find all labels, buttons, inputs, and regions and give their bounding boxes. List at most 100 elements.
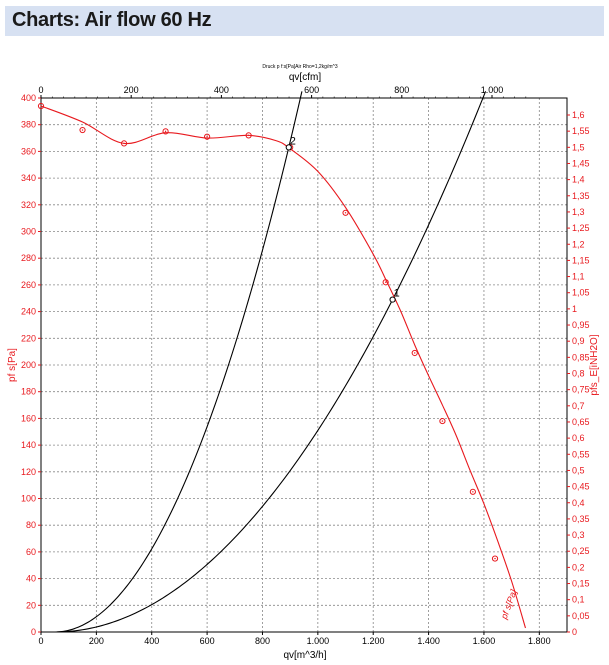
left-tick-label: 180 (21, 387, 36, 397)
left-tick-label: 80 (26, 520, 36, 530)
fan-curve-marker (469, 488, 476, 495)
axes: 0204060801001201401601802002202402602803… (21, 85, 590, 646)
right-tick-label: 0,75 (572, 385, 590, 395)
right-tick-label: 0 (572, 627, 577, 637)
left-axis-label: pf s[Pa] (7, 348, 18, 382)
right-tick-label: 0,3 (572, 530, 585, 540)
right-tick-label: 1,55 (572, 126, 590, 136)
fan-curve-marker (382, 279, 389, 286)
right-tick-label: 0,55 (572, 449, 590, 459)
right-tick-label: 1,5 (572, 142, 585, 152)
left-tick-label: 300 (21, 227, 36, 237)
left-tick-label: 340 (21, 173, 36, 183)
fan-curve-marker-dot (40, 105, 42, 107)
bottom-tick-label: 800 (255, 636, 270, 646)
left-tick-label: 0 (31, 627, 36, 637)
fan-curve-marker (491, 555, 499, 562)
right-tick-label: 0,1 (572, 595, 585, 605)
top-tick-label: 600 (304, 85, 319, 95)
fan-curve-marker (439, 417, 446, 425)
top-tick-label: 0 (38, 85, 43, 95)
right-tick-label: 0,65 (572, 417, 590, 427)
right-tick-label: 0,35 (572, 514, 590, 524)
right-tick-label: 1,25 (572, 223, 590, 233)
operating-point-1 (389, 296, 396, 303)
fan-curve-marker-dot (494, 557, 496, 560)
fan-curve-line (40, 105, 527, 629)
fan-curve-marker-dot (247, 134, 250, 137)
operating-point-label-2: 2 (290, 135, 296, 147)
left-tick-label: 120 (21, 467, 36, 477)
right-tick-label: 0,4 (572, 498, 585, 508)
bottom-tick-label: 1.600 (473, 636, 496, 646)
chart-header-bar: Charts: Air flow 60 Hz (5, 6, 604, 36)
right-tick-label: 1,6 (572, 110, 585, 120)
left-tick-label: 360 (21, 146, 36, 156)
right-axis-label: pfs_E[iNH2O] (589, 334, 600, 395)
right-tick-label: 1,05 (572, 288, 590, 298)
left-tick-label: 160 (21, 413, 36, 423)
left-tick-label: 200 (21, 360, 36, 370)
right-tick-label: 0,15 (572, 579, 590, 589)
right-tick-label: 1,1 (572, 272, 585, 282)
right-tick-label: 0,45 (572, 482, 590, 492)
fan-curve-marker (411, 349, 418, 357)
left-tick-label: 60 (26, 547, 36, 557)
top-tick-label: 200 (124, 85, 139, 95)
fan-curve-marker-dot (414, 352, 416, 354)
top-tick-label: 400 (214, 85, 229, 95)
bottom-tick-label: 1.400 (417, 636, 440, 646)
fan-curve-marker-dot (206, 136, 208, 138)
left-tick-label: 40 (26, 574, 36, 584)
fan-curve-marker-dot (164, 130, 167, 133)
right-tick-label: 0,8 (572, 369, 585, 379)
right-tick-label: 1 (572, 304, 577, 314)
top-tick-label: 800 (394, 85, 409, 95)
right-tick-label: 0,5 (572, 465, 585, 475)
page-title: Charts: Air flow 60 Hz (12, 9, 212, 31)
right-tick-label: 0,85 (572, 352, 590, 362)
left-tick-label: 320 (21, 200, 36, 210)
left-tick-label: 260 (21, 280, 36, 290)
fan-curve-marker-dot (344, 212, 347, 214)
plot-frame (40, 97, 568, 633)
left-tick-label: 240 (21, 307, 36, 317)
left-tick-label: 100 (21, 494, 36, 504)
left-tick-label: 140 (21, 440, 36, 450)
fan-curve-marker (79, 126, 86, 134)
fan-curve-end-label: pf s[Pa] (499, 588, 519, 622)
fan-curve-marker (120, 140, 128, 147)
right-tick-label: 0,6 (572, 433, 585, 443)
right-tick-label: 0,95 (572, 320, 590, 330)
right-tick-label: 1,3 (572, 207, 585, 217)
right-tick-label: 1,35 (572, 191, 590, 201)
left-tick-label: 20 (26, 600, 36, 610)
bottom-tick-label: 400 (144, 636, 159, 646)
right-tick-label: 1,45 (572, 158, 590, 168)
top-tick-label: 1.000 (481, 85, 504, 95)
fan-curve-marker (342, 209, 349, 216)
right-tick-label: 1,4 (572, 175, 585, 185)
right-tick-label: 0,05 (572, 611, 590, 621)
right-tick-label: 0,25 (572, 546, 590, 556)
fan-curve-marker-dot (81, 129, 84, 131)
top-axis-label: qv[cfm] (289, 72, 321, 83)
right-tick-label: 1,2 (572, 239, 585, 249)
right-tick-label: 0,9 (572, 336, 585, 346)
chart-title: Druck p f:s[Pa]Air Rho=1,2kg/m^3 (262, 64, 338, 70)
fan-curve-marker-dot (384, 281, 387, 283)
bottom-tick-label: 1.800 (528, 636, 551, 646)
fan-curve-marker-dot (441, 420, 444, 422)
left-tick-label: 400 (21, 93, 36, 103)
bottom-tick-label: 1.200 (362, 636, 385, 646)
bottom-tick-label: 1.000 (307, 636, 330, 646)
fan-curve-marker-dot (472, 491, 474, 493)
left-tick-label: 280 (21, 253, 36, 263)
bottom-tick-label: 600 (200, 636, 215, 646)
fan-curve-marker (162, 128, 169, 135)
system-curve-2 (54, 91, 303, 633)
fan-curve-marker (204, 133, 211, 140)
fan-curve-marker (245, 132, 252, 139)
fan-curve-marker (37, 102, 45, 110)
